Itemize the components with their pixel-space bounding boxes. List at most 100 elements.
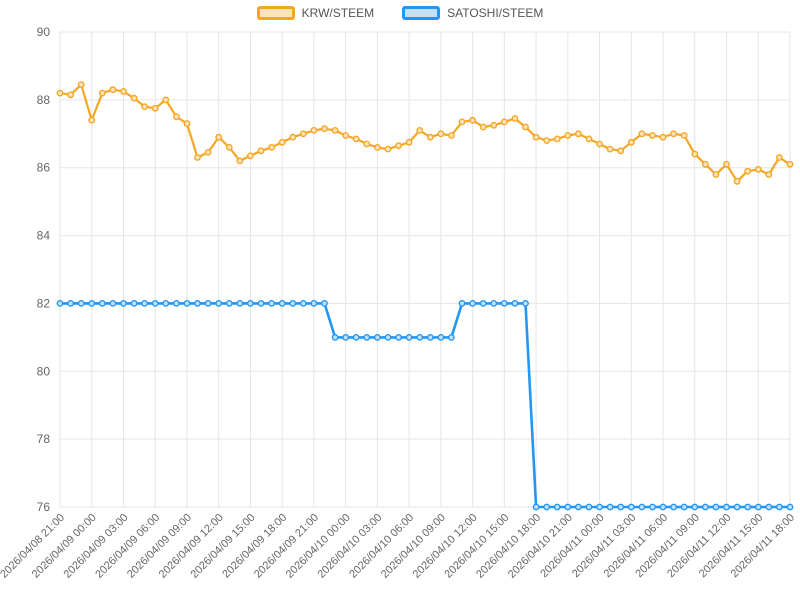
data-point: [257, 147, 265, 155]
y-axis-tick-label: 90: [37, 25, 51, 39]
data-point: [638, 130, 646, 138]
data-point: [649, 132, 656, 139]
data-point: [183, 120, 191, 128]
data-point: [744, 503, 752, 511]
y-axis-tick-label: 84: [37, 229, 51, 243]
data-point: [56, 299, 64, 307]
data-point: [458, 299, 466, 307]
data-point: [130, 94, 138, 102]
data-point: [67, 299, 75, 307]
data-point: [225, 299, 233, 307]
data-point: [352, 135, 360, 143]
data-point: [56, 89, 64, 97]
data-point: [553, 135, 561, 143]
data-point: [702, 503, 709, 511]
data-point: [395, 142, 402, 150]
data-point: [321, 299, 328, 307]
data-point: [754, 503, 762, 511]
data-point: [299, 299, 307, 307]
data-point: [670, 130, 677, 138]
data-point: [490, 121, 498, 129]
data-point: [511, 115, 519, 122]
chart-legend: KRW/STEEM SATOSHI/STEEM: [0, 6, 800, 20]
data-point: [331, 126, 339, 134]
data-point: [342, 333, 350, 341]
data-point: [225, 143, 233, 151]
data-point: [299, 130, 307, 138]
data-point: [765, 503, 773, 511]
data-point: [723, 503, 730, 511]
y-axis-tick-label: 88: [37, 93, 51, 107]
y-axis-tick-label: 80: [37, 364, 51, 378]
data-point: [120, 88, 127, 95]
data-point: [627, 138, 635, 146]
data-point: [469, 299, 476, 307]
legend-item-satoshi-steem[interactable]: SATOSHI/STEEM: [402, 6, 543, 20]
data-point: [447, 333, 455, 341]
data-point: [606, 503, 614, 511]
data-point: [141, 299, 149, 307]
data-point: [564, 132, 572, 139]
data-point: [638, 503, 646, 511]
legend-item-krw-steem[interactable]: KRW/STEEM: [256, 6, 375, 20]
data-point: [416, 333, 424, 341]
data-point: [236, 299, 244, 307]
data-point: [617, 147, 625, 155]
data-point: [532, 133, 540, 141]
data-point: [373, 143, 381, 151]
y-axis-tick-label: 86: [37, 161, 51, 175]
data-point: [130, 299, 138, 307]
satoshi-steem-line: [58, 302, 792, 509]
data-point: [670, 503, 677, 511]
data-point: [109, 86, 117, 94]
data-point: [691, 150, 699, 158]
data-point: [702, 160, 709, 168]
data-point: [204, 148, 212, 156]
data-point: [596, 503, 603, 511]
data-point: [77, 81, 85, 89]
data-point: [712, 503, 720, 511]
data-point: [712, 171, 720, 178]
data-point: [172, 299, 180, 307]
data-point: [500, 118, 508, 126]
data-point: [268, 143, 275, 151]
data-point: [88, 116, 96, 124]
data-point: [437, 333, 445, 341]
data-point: [723, 160, 730, 168]
y-axis-tick-label: 76: [37, 500, 51, 514]
data-point: [321, 125, 328, 133]
data-point: [405, 333, 413, 341]
legend-label-krw-steem: KRW/STEEM: [301, 6, 375, 20]
data-point: [575, 503, 582, 511]
data-point: [522, 299, 529, 307]
data-point: [151, 299, 159, 307]
data-point: [680, 132, 688, 139]
data-point: [490, 299, 498, 307]
legend-swatch-krw-steem: [256, 6, 295, 20]
data-point: [511, 299, 519, 307]
data-point: [733, 503, 741, 511]
y-axis-tick-label: 78: [37, 432, 51, 446]
data-point: [522, 123, 529, 131]
data-point: [268, 299, 275, 307]
data-point: [373, 333, 381, 341]
data-point: [162, 96, 170, 104]
data-point: [553, 503, 561, 511]
data-point: [363, 333, 371, 341]
data-point: [564, 503, 572, 511]
data-point: [744, 167, 752, 175]
data-point: [575, 130, 582, 138]
legend-label-satoshi-steem: SATOSHI/STEEM: [447, 6, 544, 20]
krw-steem-line: [58, 83, 792, 183]
data-point: [458, 118, 466, 126]
data-point: [352, 333, 360, 341]
data-point: [98, 299, 106, 307]
data-point: [437, 130, 445, 138]
data-point: [754, 165, 762, 173]
data-point: [310, 299, 318, 307]
data-point: [151, 104, 159, 112]
data-point: [532, 503, 540, 511]
data-point: [141, 103, 149, 111]
